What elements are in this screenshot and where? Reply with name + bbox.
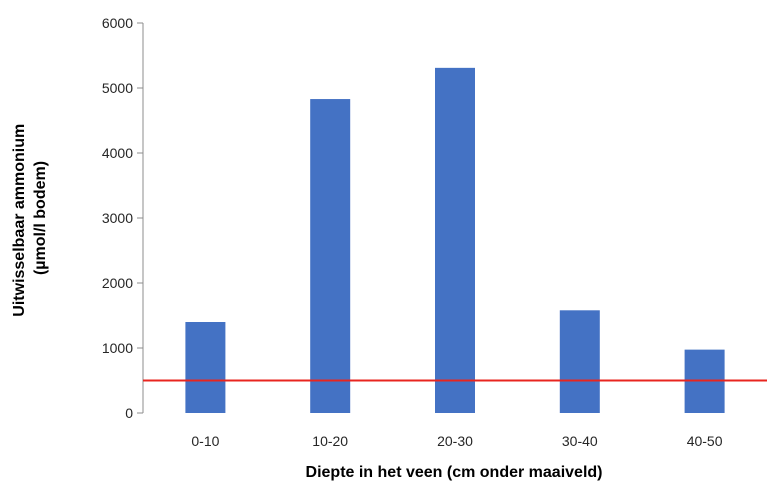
bar-0-10 — [185, 322, 226, 413]
y-tick-label: 5000 — [102, 80, 133, 96]
y-tick-label: 3000 — [102, 210, 133, 226]
x-tick-label: 40-50 — [687, 433, 723, 449]
bar-30-40 — [559, 310, 600, 413]
y-tick-label: 0 — [125, 405, 133, 421]
y-axis-title-line-2: (µmol/l bodem) — [32, 161, 49, 275]
y-tick-label: 2000 — [102, 275, 133, 291]
bar-10-20 — [310, 99, 351, 414]
x-tick-label: 10-20 — [312, 433, 348, 449]
y-axis-title: Uitwisselbaar ammonium (µmol/l bodem) — [11, 119, 49, 316]
plot-area: 0 1000 2000 3000 4000 5000 6000 0-10 10-20 20-30 3… — [102, 15, 767, 449]
x-axis-title: Diepte in het veen (cm onder maaiveld) — [306, 464, 603, 481]
x-tick-label: 30-40 — [562, 433, 598, 449]
x-tick-label: 0-10 — [191, 433, 219, 449]
y-tick-label: 1000 — [102, 340, 133, 356]
y-tick-label: 6000 — [102, 15, 133, 31]
y-axis-title-line-1: Uitwisselbaar ammonium — [11, 124, 28, 317]
y-tick-label: 4000 — [102, 145, 133, 161]
x-tick-label: 20-30 — [437, 433, 473, 449]
bar-20-30 — [435, 67, 475, 413]
